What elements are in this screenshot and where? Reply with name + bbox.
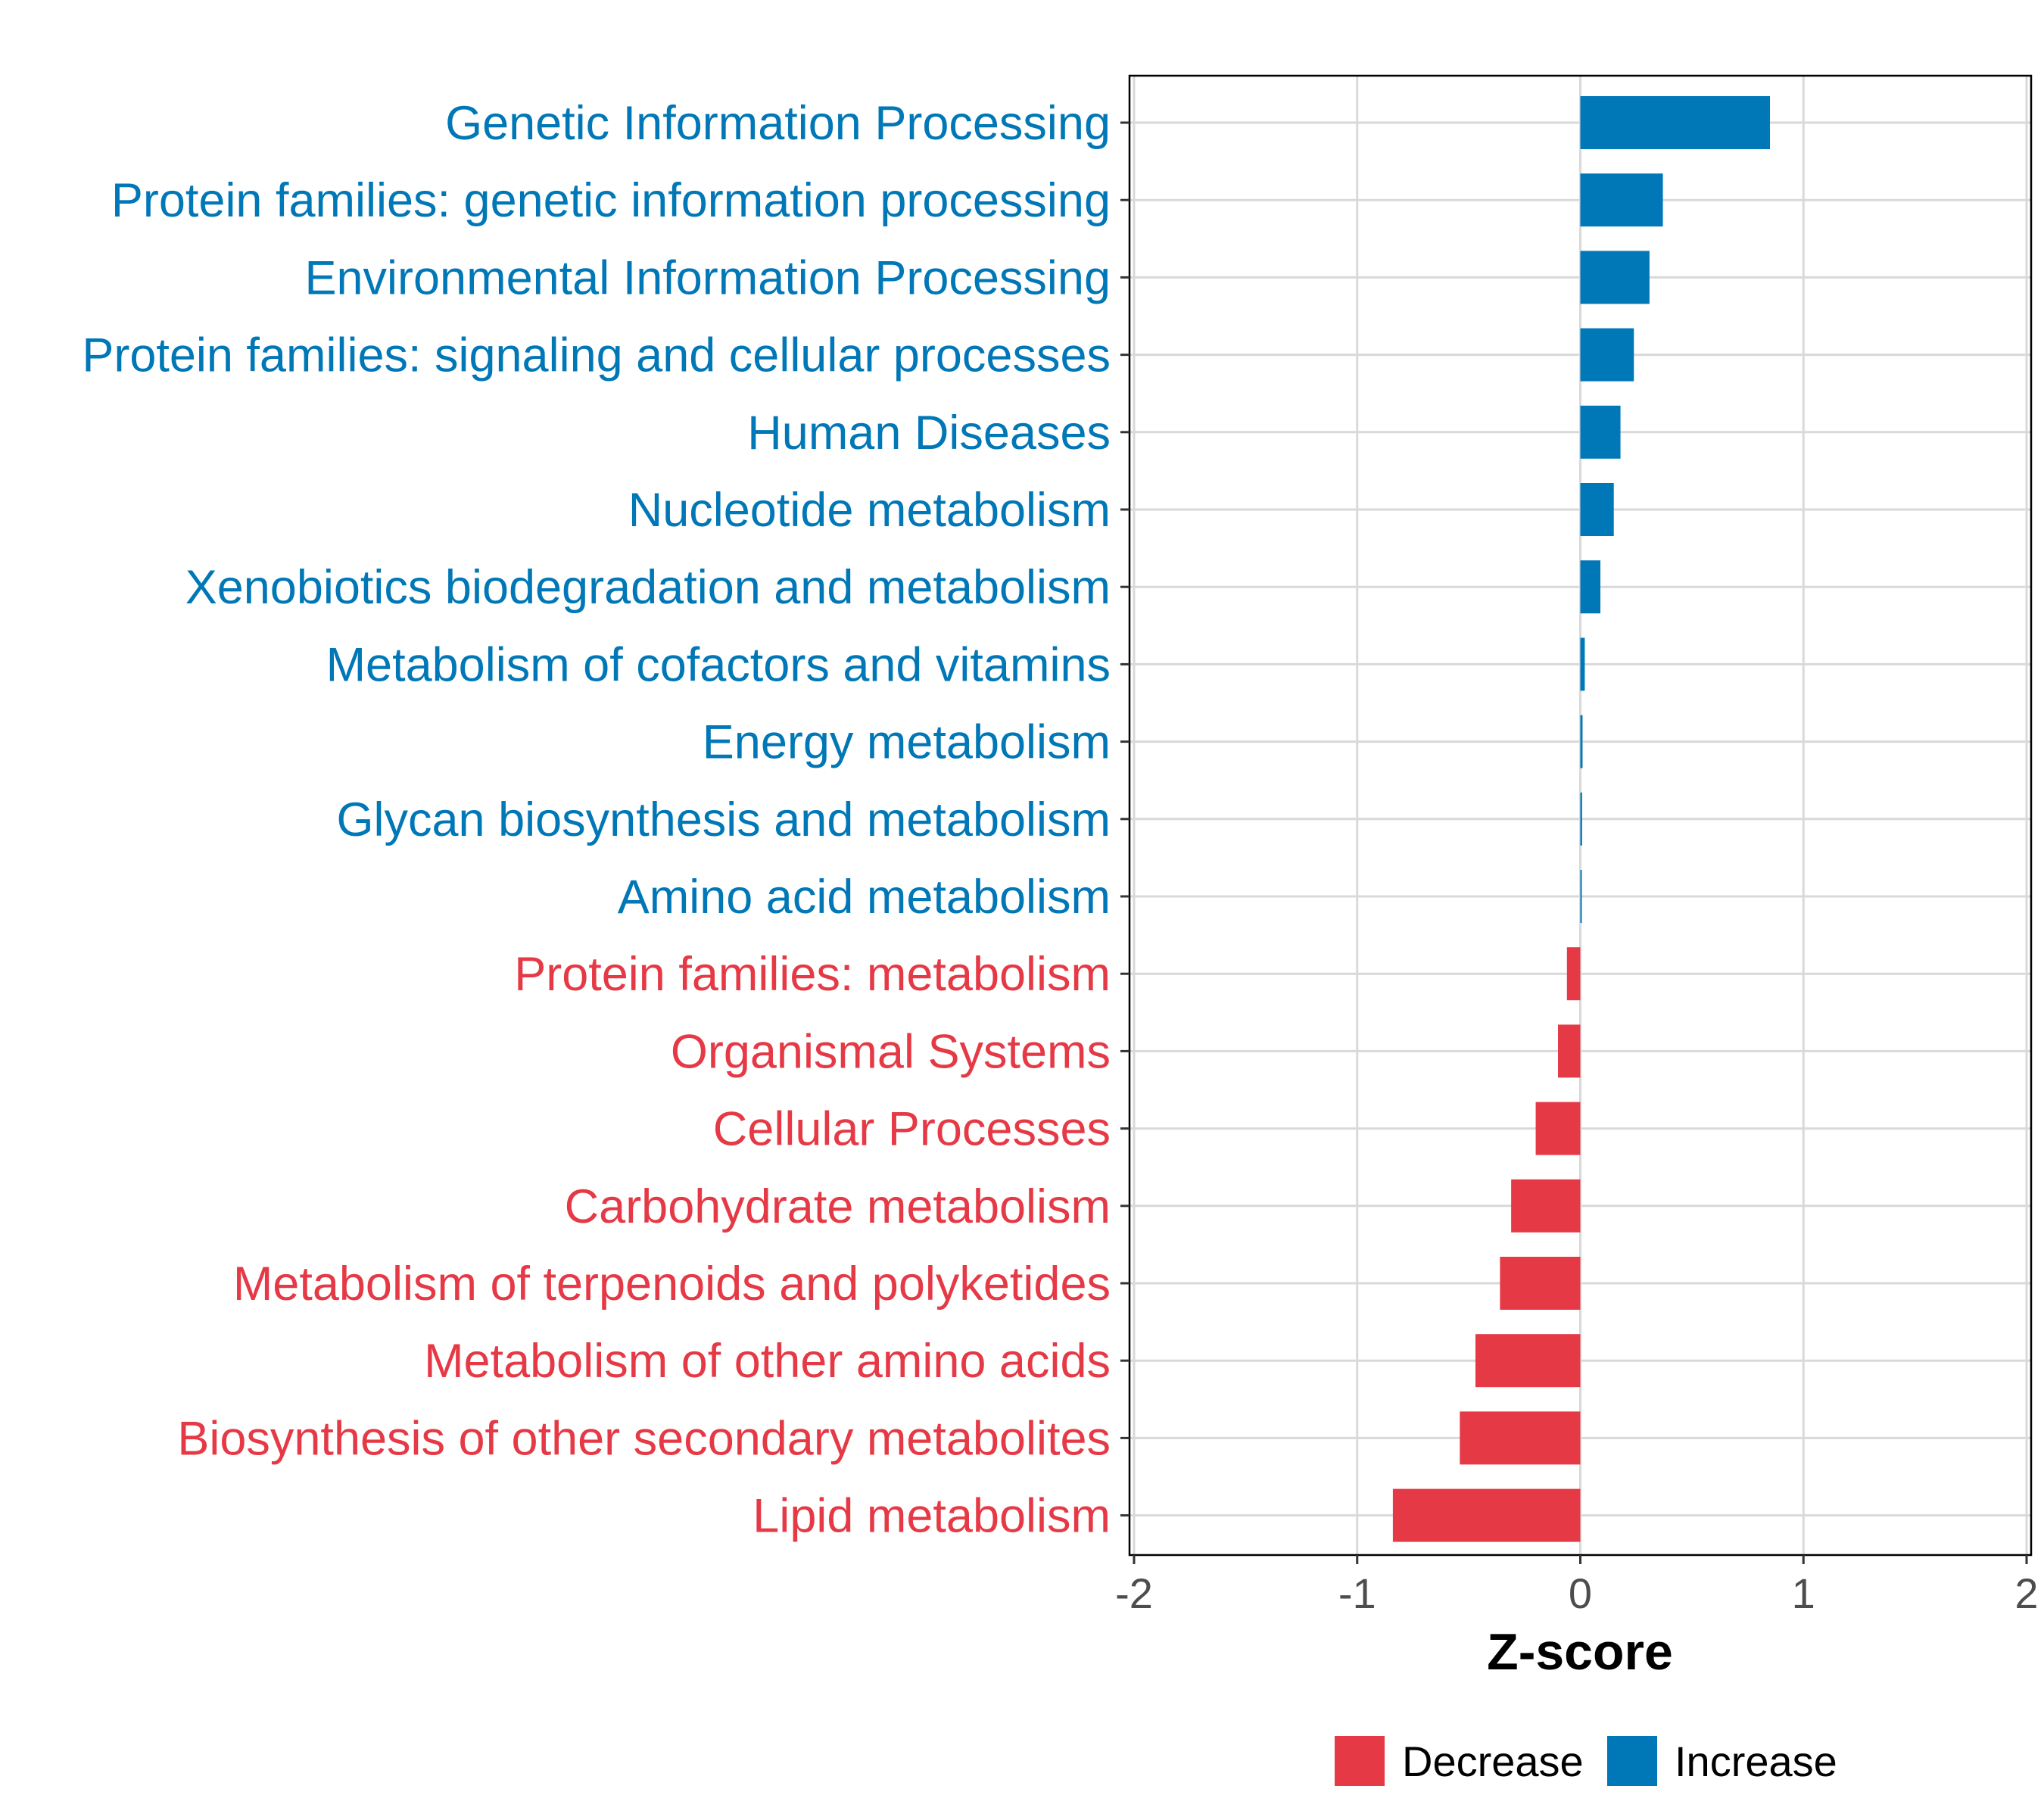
bar (1580, 637, 1585, 691)
bar (1580, 173, 1663, 227)
bar (1580, 792, 1582, 846)
x-axis: -2 -1 0 1 2 (1115, 1555, 2039, 1617)
category-label: Cellular Processes (713, 1103, 1111, 1156)
x-tick-label: 2 (2014, 1569, 2038, 1617)
bar (1511, 1179, 1581, 1233)
category-label: Protein families: signaling and cellular… (82, 329, 1111, 382)
category-label: Protein families: genetic information pr… (111, 174, 1111, 227)
bar (1580, 96, 1771, 149)
legend-label-increase: Increase (1675, 1738, 1837, 1785)
category-label: Organismal Systems (671, 1025, 1111, 1078)
x-axis-title: Z-score (1487, 1623, 1673, 1681)
category-label: Energy metabolism (703, 716, 1111, 769)
bar (1500, 1257, 1581, 1310)
x-tick-label: 0 (1569, 1569, 1592, 1617)
bars (1392, 96, 1771, 1542)
bar (1535, 1102, 1581, 1155)
bar (1580, 483, 1614, 536)
bar (1580, 560, 1601, 614)
bar (1566, 947, 1581, 1001)
bar (1460, 1411, 1581, 1465)
legend-label-decrease: Decrease (1402, 1738, 1584, 1785)
legend-swatch-decrease (1335, 1736, 1385, 1786)
category-label: Biosynthesis of other secondary metaboli… (177, 1412, 1111, 1465)
x-tick-label: -1 (1338, 1569, 1376, 1617)
category-label: Metabolism of cofactors and vitamins (326, 638, 1111, 691)
category-label: Environmental Information Processing (304, 251, 1111, 304)
bar (1392, 1488, 1581, 1542)
category-label: Carbohydrate metabolism (565, 1180, 1111, 1233)
category-label: Amino acid metabolism (618, 871, 1111, 924)
bar (1475, 1334, 1581, 1388)
legend: Decrease Increase (1335, 1736, 1837, 1786)
x-tick-label: 1 (1792, 1569, 1815, 1617)
bar (1580, 715, 1583, 768)
category-label: Lipid metabolism (752, 1490, 1111, 1543)
category-label: Nucleotide metabolism (628, 484, 1111, 537)
legend-swatch-increase (1607, 1736, 1657, 1786)
category-label: Metabolism of other amino acids (424, 1335, 1111, 1388)
category-label: Genetic Information Processing (445, 97, 1111, 150)
bar (1580, 870, 1582, 923)
category-label: Human Diseases (747, 407, 1111, 460)
x-tick-label: -2 (1115, 1569, 1153, 1617)
bar (1558, 1024, 1581, 1078)
bar (1580, 405, 1621, 459)
category-labels: Genetic Information Processing Protein fa… (82, 97, 1129, 1543)
category-label: Xenobiotics biodegradation and metabolis… (185, 561, 1111, 614)
bar (1580, 328, 1634, 382)
category-label: Metabolism of terpenoids and polyketides (233, 1258, 1111, 1311)
category-label: Glycan biosynthesis and metabolism (337, 793, 1111, 846)
bar (1580, 251, 1650, 304)
category-label: Protein families: metabolism (514, 948, 1111, 1001)
